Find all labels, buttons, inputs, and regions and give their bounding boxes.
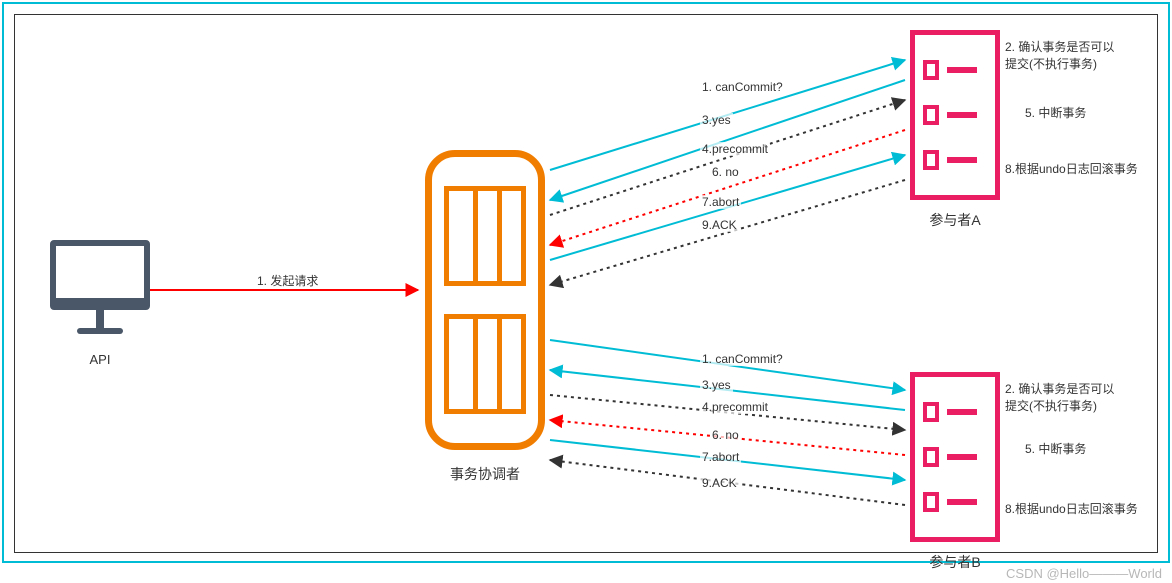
note-b-rollback: 8.根据undo日志回滚事务 [1005,500,1138,517]
edge-label-a3: 4.precommit [700,142,770,156]
note-a-confirm: 2. 确认事务是否可以 提交(不执行事务) [1005,38,1114,72]
list-icon [910,372,1000,542]
list-row [923,447,987,467]
note-a-abort: 5. 中断事务 [1025,104,1086,121]
edge-label-b2: 3.yes [700,378,733,392]
monitor-stand [96,310,104,328]
coordinator-label: 事务协调者 [425,464,545,484]
edge-label-a5: 7.abort [700,195,741,209]
list-row [923,150,987,170]
watermark: CSDN @Hello———World [1006,566,1162,581]
list-row [923,105,987,125]
server-grid [444,314,526,414]
edge-label-b3: 4.precommit [700,400,770,414]
monitor-icon [50,240,150,310]
edge-label-request: 1. 发起请求 [255,272,320,289]
participant-b-node: 参与者B [910,372,1000,572]
monitor-base [77,328,123,334]
edge-label-a4: 6. no [710,165,741,179]
list-icon [910,30,1000,200]
participant-b-label: 参与者B [910,552,1000,572]
api-label: API [50,352,150,367]
coordinator-node: 事务协调者 [425,150,545,484]
note-b-confirm: 2. 确认事务是否可以 提交(不执行事务) [1005,380,1114,414]
edge-label-a2: 3.yes [700,113,733,127]
list-row [923,60,987,80]
edge-label-b6: 9.ACK [700,476,739,490]
list-row [923,402,987,422]
note-a-rollback: 8.根据undo日志回滚事务 [1005,160,1138,177]
edge-label-b1: 1. canCommit? [700,352,785,366]
edge-label-b4: 6. no [710,428,741,442]
server-icon [425,150,545,450]
list-row [923,492,987,512]
note-b-abort: 5. 中断事务 [1025,440,1086,457]
edge-label-a1: 1. canCommit? [700,80,785,94]
participant-a-node: 参与者A [910,30,1000,230]
server-grid [444,186,526,286]
edge-label-b5: 7.abort [700,450,741,464]
edge-label-a6: 9.ACK [700,218,739,232]
participant-a-label: 参与者A [910,210,1000,230]
api-node: API [50,240,150,367]
